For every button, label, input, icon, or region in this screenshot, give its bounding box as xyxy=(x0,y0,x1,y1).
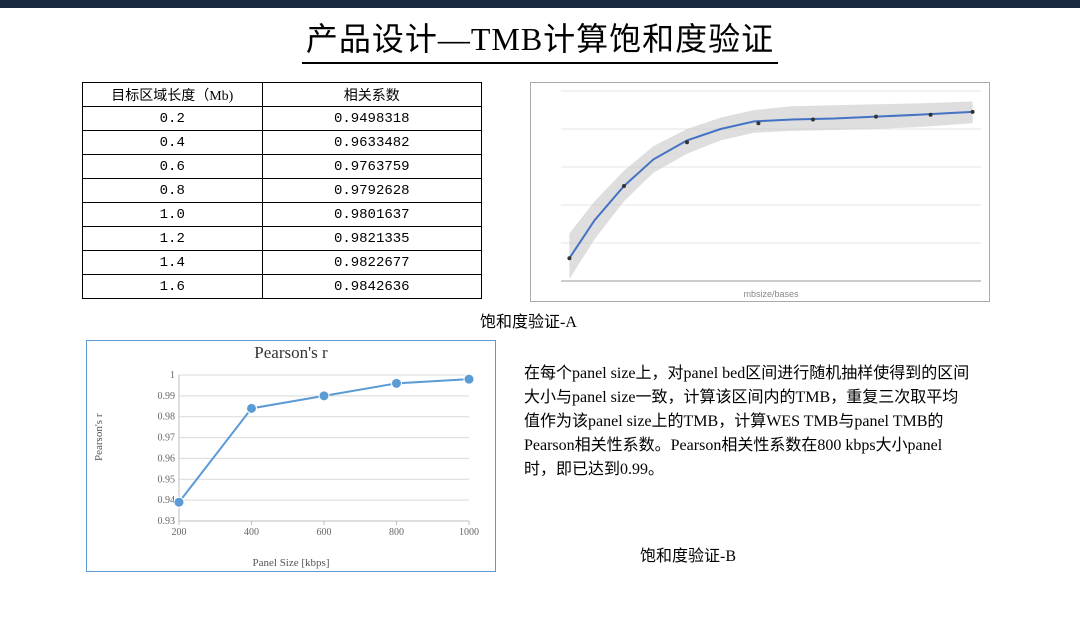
correlation-table-wrap: 目标区域长度（Mb) 相关系数 0.20.94983180.40.9633482… xyxy=(82,82,482,299)
table-col-header: 目标区域长度（Mb) xyxy=(83,83,263,107)
table-row: 1.40.9822677 xyxy=(83,251,482,275)
chart-b-caption: 饱和度验证-B xyxy=(640,542,736,566)
svg-text:0.93: 0.93 xyxy=(158,516,176,527)
table-cell: 0.2 xyxy=(83,107,263,131)
table-cell: 0.9633482 xyxy=(262,131,481,155)
table-cell: 1.0 xyxy=(83,203,263,227)
chart-a-caption: 饱和度验证-A xyxy=(480,308,577,332)
svg-text:0.99: 0.99 xyxy=(158,391,176,402)
pearson-chart-b: Pearson's r Pearson's r 0.93 0.94 0.95 0.96… xyxy=(86,340,496,572)
svg-text:0.98: 0.98 xyxy=(158,412,176,423)
svg-text:0.97: 0.97 xyxy=(158,433,176,444)
page-title: 产品设计—TMB计算饱和度验证 xyxy=(302,14,778,64)
svg-text:0.95: 0.95 xyxy=(158,474,176,485)
table-col-header: 相关系数 xyxy=(262,83,481,107)
chart-b-title: Pearson's r xyxy=(87,343,495,363)
table-cell: 0.8 xyxy=(83,179,263,203)
svg-text:0.94: 0.94 xyxy=(158,495,176,506)
table-cell: 0.9801637 xyxy=(262,203,481,227)
table-cell: 0.9842636 xyxy=(262,275,481,299)
svg-text:0.96: 0.96 xyxy=(158,453,176,464)
table-cell: 1.6 xyxy=(83,275,263,299)
table-cell: 0.9792628 xyxy=(262,179,481,203)
table-cell: 0.9821335 xyxy=(262,227,481,251)
svg-text:600: 600 xyxy=(317,527,332,538)
table-cell: 0.9498318 xyxy=(262,107,481,131)
content-area: 目标区域长度（Mb) 相关系数 0.20.94983180.40.9633482… xyxy=(0,64,1080,624)
table-row: 1.60.9842636 xyxy=(83,275,482,299)
chart-b-xlabel: Panel Size [kbps] xyxy=(87,557,495,569)
svg-text:1000: 1000 xyxy=(459,527,479,538)
table-row: 0.80.9792628 xyxy=(83,179,482,203)
table-row: 1.00.9801637 xyxy=(83,203,482,227)
chart-b-plot-area: 0.93 0.94 0.95 0.96 0.97 0.98 0.99 1 200 400 600 80… xyxy=(145,369,479,545)
svg-text:mbsize/bases: mbsize/bases xyxy=(743,289,799,299)
svg-text:200: 200 xyxy=(172,527,187,538)
svg-text:800: 800 xyxy=(389,527,404,538)
top-bar xyxy=(0,0,1080,8)
table-cell: 0.4 xyxy=(83,131,263,155)
table-row: 0.60.9763759 xyxy=(83,155,482,179)
table-row: 1.20.9821335 xyxy=(83,227,482,251)
description-text: 在每个panel size上，对panel bed区间进行随机抽样使得到的区间大… xyxy=(524,362,974,482)
table-cell: 1.2 xyxy=(83,227,263,251)
table-row: 0.40.9633482 xyxy=(83,131,482,155)
saturation-chart-a: mbsize/bases xyxy=(530,82,990,302)
correlation-table: 目标区域长度（Mb) 相关系数 0.20.94983180.40.9633482… xyxy=(82,82,482,299)
table-cell: 1.4 xyxy=(83,251,263,275)
table-cell: 0.9763759 xyxy=(262,155,481,179)
chart-b-svg: 0.93 0.94 0.95 0.96 0.97 0.98 0.99 1 200 400 600 80… xyxy=(145,369,479,545)
chart-b-ylabel: Pearson's r xyxy=(93,413,105,461)
table-cell: 0.6 xyxy=(83,155,263,179)
chart-a-svg: mbsize/bases xyxy=(531,83,991,303)
table-header-row: 目标区域长度（Mb) 相关系数 xyxy=(83,83,482,107)
svg-text:1: 1 xyxy=(170,370,175,381)
table-cell: 0.9822677 xyxy=(262,251,481,275)
svg-text:400: 400 xyxy=(244,527,259,538)
table-row: 0.20.9498318 xyxy=(83,107,482,131)
